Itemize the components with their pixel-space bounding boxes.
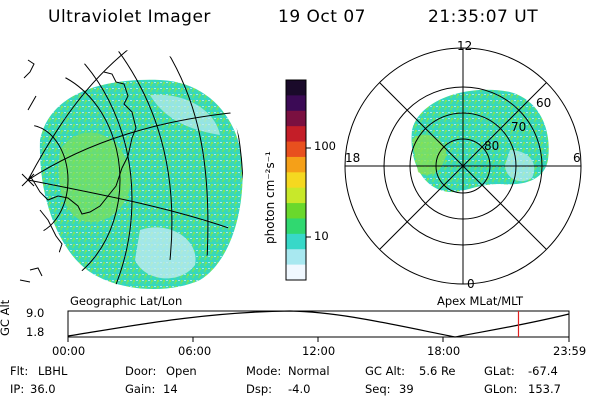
gain-label: Gain: xyxy=(125,382,156,396)
glon-label: GLon: xyxy=(484,382,518,396)
colorbar-frame xyxy=(285,79,307,281)
polar-grid xyxy=(344,47,582,285)
colorbar-cell xyxy=(286,187,306,204)
emission-patch-bright xyxy=(58,132,131,222)
door-label: Door: xyxy=(125,364,157,378)
colorbar-cell xyxy=(286,233,306,250)
filter-value: LBHL xyxy=(38,364,68,378)
altitude-ytick-high: 9.0 xyxy=(26,306,45,320)
glat-label: GLat: xyxy=(484,364,515,378)
x-label-1800: 18:00 xyxy=(427,344,461,358)
coastline xyxy=(19,59,43,283)
polar-diagonal-line xyxy=(379,82,547,250)
colorbar-label-100: 100 xyxy=(314,139,336,153)
colorbar-cell xyxy=(286,126,306,143)
mode-value: Normal xyxy=(288,364,330,378)
colorbar-cell xyxy=(286,264,306,281)
altitude-plot xyxy=(67,310,570,342)
x-label-1200: 12:00 xyxy=(302,344,336,358)
colorbar xyxy=(285,79,311,281)
marker-cross xyxy=(21,173,35,187)
x-label-0000: 00:00 xyxy=(52,344,86,358)
polar-image xyxy=(411,89,549,193)
emission-patch-upper xyxy=(150,94,220,135)
emission-patch-bright xyxy=(412,134,446,175)
right-panel-label: Apex MLat/MLT xyxy=(437,294,524,308)
gcalt-value: 5.6 Re xyxy=(419,364,456,378)
colorbar-label-10: 10 xyxy=(314,229,329,243)
colorbar-cell xyxy=(286,172,306,189)
colorbar-cell xyxy=(286,141,306,158)
uv-emission-left xyxy=(39,79,243,290)
colorbar-cell xyxy=(286,249,306,266)
mlt-label-18: 18 xyxy=(345,151,361,165)
glon-value: 153.7 xyxy=(528,382,561,396)
seq-value: 39 xyxy=(399,382,414,396)
lat-label-70: 70 xyxy=(511,120,527,134)
parallel-line xyxy=(159,50,209,286)
lat-label-60: 60 xyxy=(536,96,552,110)
geographic-image xyxy=(39,79,243,290)
x-label-2359: 23:59 xyxy=(553,344,587,358)
ip-value: 36.0 xyxy=(30,382,56,396)
door-value: Open xyxy=(166,364,197,378)
coastline xyxy=(29,71,137,215)
geographic-grid xyxy=(19,50,243,286)
parallel-line xyxy=(109,50,173,261)
seq-label: Seq: xyxy=(365,382,391,396)
altitude-ytick-low: 1.8 xyxy=(26,325,45,339)
mlt-label-6: 6 xyxy=(573,151,581,165)
parallel-line xyxy=(59,50,133,286)
emission-patch-faint xyxy=(135,227,196,279)
colorbar-cell xyxy=(286,80,306,96)
colorbar-cell xyxy=(286,218,306,235)
dsp-value: -4.0 xyxy=(288,382,311,396)
mode-label: Mode: xyxy=(246,364,282,378)
ip-label: IP: xyxy=(10,382,25,396)
colorbar-cell xyxy=(286,203,306,219)
left-panel-label: Geographic Lat/Lon xyxy=(70,294,183,308)
glat-value: -67.4 xyxy=(528,364,558,378)
mlt-label-12: 12 xyxy=(457,39,473,53)
meridian-line xyxy=(27,50,131,181)
filter-label: Flt: xyxy=(10,364,29,378)
altitude-curve xyxy=(67,310,570,338)
gcalt-label: GC Alt: xyxy=(365,364,406,378)
gain-value: 14 xyxy=(163,382,178,396)
lat-label-80: 80 xyxy=(484,139,500,153)
altitude-ylabel: GC Alt xyxy=(0,299,12,336)
meridian-line xyxy=(27,111,241,181)
dsp-label: Dsp: xyxy=(246,382,273,396)
colorbar-cell xyxy=(286,110,306,127)
colorbar-unit-label: photon cm⁻²s⁻¹ xyxy=(263,151,277,244)
instrument-title: Ultraviolet Imager xyxy=(48,7,211,27)
colorbar-cell xyxy=(286,95,306,112)
observation-time: 21:35:07 UT xyxy=(428,7,539,27)
observation-date: 19 Oct 07 xyxy=(278,7,366,27)
colorbar-cell xyxy=(286,156,306,173)
x-label-0600: 06:00 xyxy=(178,344,212,358)
mlt-label-0: 0 xyxy=(467,277,475,291)
meridian-line xyxy=(27,179,241,233)
